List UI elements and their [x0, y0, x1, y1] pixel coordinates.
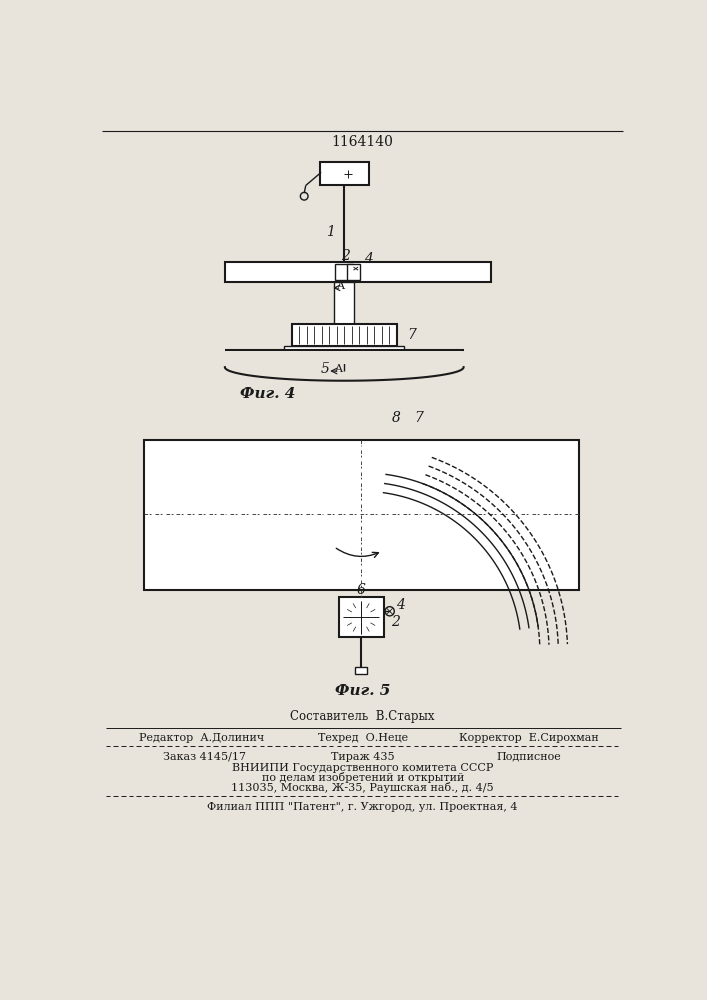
Bar	[355, 667, 368, 674]
Bar	[339, 597, 383, 637]
Bar	[346, 264, 361, 280]
Text: A: A	[336, 281, 344, 291]
Text: Редактор  А.Долинич: Редактор А.Долинич	[139, 733, 264, 743]
Text: 2: 2	[391, 615, 399, 629]
Bar	[226, 351, 462, 364]
Text: Тираж 435: Тираж 435	[331, 752, 395, 762]
Text: 1164140: 1164140	[332, 135, 394, 149]
Text: 7: 7	[407, 328, 416, 342]
Text: Фиг. 5: Фиг. 5	[335, 684, 390, 698]
Text: по делам изобретений и открытий: по делам изобретений и открытий	[262, 772, 464, 783]
Text: A: A	[334, 364, 342, 374]
Text: Корректор  Е.Сирохман: Корректор Е.Сирохман	[459, 733, 599, 743]
Text: 8: 8	[392, 411, 400, 425]
Text: 113035, Москва, Ж-35, Раушская наб., д. 4/5: 113035, Москва, Ж-35, Раушская наб., д. …	[231, 782, 494, 793]
Text: Техред  О.Неце: Техред О.Неце	[317, 733, 408, 743]
Bar	[144, 440, 579, 590]
Bar	[334, 282, 354, 324]
Bar	[335, 264, 354, 280]
Bar	[320, 162, 369, 185]
Text: Филиал ППП "Патент", г. Ужгород, ул. Проектная, 4: Филиал ППП "Патент", г. Ужгород, ул. Про…	[207, 802, 518, 812]
Text: Фиг. 4: Фиг. 4	[240, 387, 295, 401]
Text: 2: 2	[341, 249, 350, 263]
Bar	[225, 262, 491, 282]
Text: 4: 4	[364, 252, 373, 266]
Bar	[292, 324, 397, 346]
Text: Подписное: Подписное	[496, 752, 561, 762]
Text: 6: 6	[357, 583, 366, 597]
Bar	[284, 346, 404, 355]
Text: ВНИИПИ Государственного комитета СССР: ВНИИПИ Государственного комитета СССР	[232, 763, 493, 773]
Text: 4: 4	[396, 598, 405, 612]
Text: 7: 7	[414, 411, 423, 425]
Text: 5: 5	[320, 362, 329, 376]
Text: 1: 1	[326, 225, 335, 239]
Text: Заказ 4145/17: Заказ 4145/17	[163, 752, 246, 762]
Text: Составитель  В.Старых: Составитель В.Старых	[291, 710, 435, 723]
